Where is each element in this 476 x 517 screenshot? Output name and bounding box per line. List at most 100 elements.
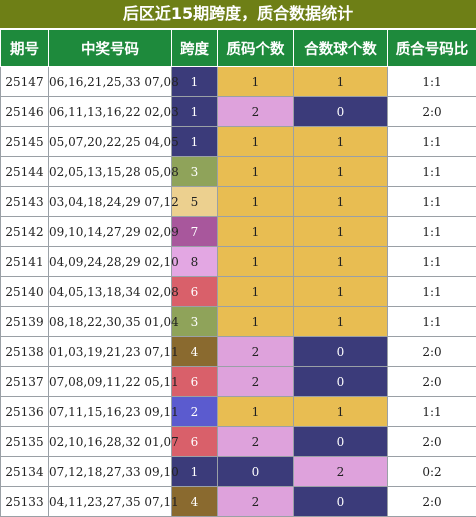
cell-ratio: 1:1	[388, 67, 476, 97]
cell-composite-count: 1	[294, 187, 388, 217]
cell-ratio: 1:1	[388, 247, 476, 277]
table-title: 后区近15期跨度，质合数据统计	[0, 0, 476, 29]
cell-prime-count: 1	[218, 397, 294, 427]
cell-composite-count: 1	[294, 277, 388, 307]
cell-composite-count: 0	[294, 487, 388, 517]
cell-prime-count: 1	[218, 127, 294, 157]
cell-prime-count: 2	[218, 487, 294, 517]
cell-ratio: 2:0	[388, 487, 476, 517]
header-period: 期号	[1, 30, 49, 67]
cell-composite-count: 1	[294, 67, 388, 97]
cell-numbers: 02,05,13,15,28 05,08	[49, 157, 172, 187]
cell-period: 25146	[1, 97, 49, 127]
cell-period: 25133	[1, 487, 49, 517]
cell-numbers: 04,05,13,18,34 02,08	[49, 277, 172, 307]
cell-composite-count: 0	[294, 97, 388, 127]
cell-prime-count: 2	[218, 367, 294, 397]
cell-period: 25136	[1, 397, 49, 427]
cell-composite-count: 1	[294, 217, 388, 247]
cell-numbers: 02,10,16,28,32 01,07	[49, 427, 172, 457]
header-composite-count: 合数球个数	[294, 30, 388, 67]
cell-composite-count: 1	[294, 127, 388, 157]
cell-ratio: 2:0	[388, 367, 476, 397]
cell-numbers: 03,04,18,24,29 07,12	[49, 187, 172, 217]
cell-period: 25140	[1, 277, 49, 307]
cell-period: 25139	[1, 307, 49, 337]
header-row: 期号 中奖号码 跨度 质码个数 合数球个数 质合号码比	[1, 30, 476, 67]
cell-composite-count: 1	[294, 157, 388, 187]
cell-period: 25138	[1, 337, 49, 367]
cell-composite-count: 1	[294, 307, 388, 337]
cell-period: 25145	[1, 127, 49, 157]
header-span: 跨度	[172, 30, 218, 67]
cell-numbers: 06,11,13,16,22 02,03	[49, 97, 172, 127]
cell-numbers: 07,08,09,11,22 05,11	[49, 367, 172, 397]
cell-composite-count: 0	[294, 427, 388, 457]
cell-period: 25137	[1, 367, 49, 397]
cell-ratio: 1:1	[388, 187, 476, 217]
cell-ratio: 0:2	[388, 457, 476, 487]
cell-prime-count: 1	[218, 217, 294, 247]
cell-prime-count: 2	[218, 337, 294, 367]
cell-ratio: 1:1	[388, 307, 476, 337]
header-numbers: 中奖号码	[49, 30, 172, 67]
cell-composite-count: 0	[294, 367, 388, 397]
cell-composite-count: 2	[294, 457, 388, 487]
cell-numbers: 08,18,22,30,35 01,04	[49, 307, 172, 337]
cell-prime-count: 2	[218, 97, 294, 127]
cell-numbers: 05,07,20,22,25 04,05	[49, 127, 172, 157]
cell-prime-count: 1	[218, 67, 294, 97]
cell-period: 25144	[1, 157, 49, 187]
cell-ratio: 1:1	[388, 127, 476, 157]
cell-period: 25141	[1, 247, 49, 277]
cell-period: 25143	[1, 187, 49, 217]
cell-ratio: 1:1	[388, 277, 476, 307]
cell-numbers: 07,11,15,16,23 09,11	[49, 397, 172, 427]
cell-prime-count: 1	[218, 247, 294, 277]
cell-period: 25147	[1, 67, 49, 97]
cell-ratio: 2:0	[388, 427, 476, 457]
cell-ratio: 1:1	[388, 157, 476, 187]
cell-prime-count: 2	[218, 427, 294, 457]
cell-prime-count: 1	[218, 187, 294, 217]
header-prime-count: 质码个数	[218, 30, 294, 67]
cell-numbers: 04,09,24,28,29 02,10	[49, 247, 172, 277]
cell-ratio: 1:1	[388, 217, 476, 247]
cell-composite-count: 1	[294, 247, 388, 277]
cell-period: 25142	[1, 217, 49, 247]
header-ratio: 质合号码比	[388, 30, 476, 67]
cell-numbers: 04,11,23,27,35 07,11	[49, 487, 172, 517]
cell-numbers: 07,12,18,27,33 09,10	[49, 457, 172, 487]
cell-prime-count: 1	[218, 277, 294, 307]
cell-prime-count: 1	[218, 307, 294, 337]
cell-ratio: 1:1	[388, 397, 476, 427]
cell-period: 25134	[1, 457, 49, 487]
cell-ratio: 2:0	[388, 97, 476, 127]
cell-numbers: 09,10,14,27,29 02,09	[49, 217, 172, 247]
cell-numbers: 06,16,21,25,33 07,08	[49, 67, 172, 97]
cell-composite-count: 0	[294, 337, 388, 367]
cell-numbers: 01,03,19,21,23 07,11	[49, 337, 172, 367]
cell-period: 25135	[1, 427, 49, 457]
cell-ratio: 2:0	[388, 337, 476, 367]
cell-prime-count: 1	[218, 157, 294, 187]
cell-composite-count: 1	[294, 397, 388, 427]
